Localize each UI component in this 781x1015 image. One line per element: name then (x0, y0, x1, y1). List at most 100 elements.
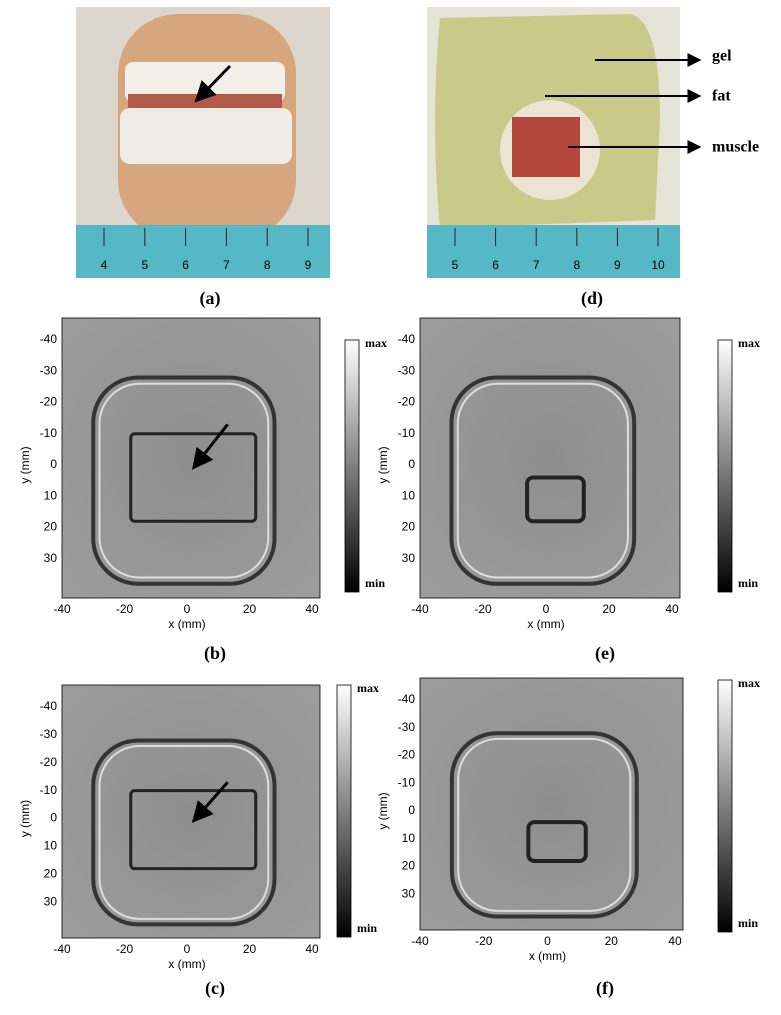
colorbar-min: min (738, 916, 758, 930)
y-tick-label: -40 (40, 332, 58, 346)
x-tick-label: -20 (116, 602, 134, 616)
scan-image (420, 318, 680, 598)
y-tick-label: -30 (40, 363, 58, 377)
photo-a (76, 7, 330, 278)
ruler-number: 8 (573, 258, 580, 272)
y-tick-label: -20 (40, 395, 58, 409)
y-tick-label: 20 (402, 520, 416, 534)
annotation: fat (712, 88, 731, 105)
x-tick-label: 40 (305, 602, 319, 616)
y-tick-label: -40 (40, 699, 58, 713)
colorbar-max: max (738, 676, 760, 690)
x-axis-label: x (mm) (168, 617, 205, 631)
x-tick-label: 20 (605, 934, 619, 948)
colorbar (718, 680, 732, 932)
y-tick-label: 20 (402, 859, 416, 873)
y-tick-label: 30 (402, 886, 416, 900)
y-tick-label: 10 (402, 488, 416, 502)
y-tick-label: -40 (398, 692, 416, 706)
panel-label: (c) (205, 978, 225, 999)
x-tick-label: 20 (602, 602, 616, 616)
x-axis-label: x (mm) (168, 957, 205, 971)
colorbar-min: min (738, 576, 758, 590)
y-tick-label: 10 (44, 488, 58, 502)
annotation: gel (712, 48, 732, 65)
scan-image (420, 678, 683, 930)
x-tick-label: -40 (411, 934, 429, 948)
x-tick-label: 0 (544, 934, 551, 948)
scan-image (62, 685, 320, 938)
x-tick-label: 0 (543, 602, 550, 616)
x-tick-label: -20 (474, 602, 492, 616)
panel-label: (d) (581, 288, 603, 309)
x-tick-label: 0 (184, 942, 191, 956)
ruler-number: 8 (264, 258, 271, 272)
x-tick-label: 40 (665, 602, 679, 616)
x-axis-label: x (mm) (529, 949, 566, 963)
colorbar-max: max (357, 681, 379, 695)
y-axis-label: y (mm) (18, 446, 32, 483)
y-tick-label: 10 (402, 831, 416, 845)
y-tick-label: -10 (398, 426, 416, 440)
colorbar (345, 340, 359, 592)
x-tick-label: -40 (53, 602, 71, 616)
ruler-number: 7 (533, 258, 540, 272)
panel-label: (e) (595, 643, 615, 664)
x-tick-label: 40 (668, 934, 682, 948)
y-axis-label: y (mm) (18, 800, 32, 837)
y-tick-label: 20 (44, 520, 58, 534)
y-tick-label: -20 (40, 755, 58, 769)
y-tick-label: 30 (44, 894, 58, 908)
x-axis-label: x (mm) (527, 617, 564, 631)
x-tick-label: 0 (184, 602, 191, 616)
y-tick-label: 0 (408, 457, 415, 471)
colorbar-min: min (357, 921, 377, 935)
y-tick-label: -30 (40, 727, 58, 741)
y-tick-label: 20 (44, 866, 58, 880)
annotation: muscle (712, 139, 759, 156)
y-tick-label: -30 (398, 720, 416, 734)
y-tick-label: -10 (398, 775, 416, 789)
ruler-number: 5 (452, 258, 459, 272)
figure: 4 5 6 7 8 9 (a) 5 6 7 8 9 10 (d) gel fat muscle -40 -30 -20… (0, 0, 781, 1015)
ruler-number: 6 (182, 258, 189, 272)
y-tick-label: 30 (402, 551, 416, 565)
y-tick-label: -30 (398, 363, 416, 377)
colorbar-max: max (365, 336, 387, 350)
y-tick-label: -10 (40, 426, 58, 440)
colorbar (718, 340, 732, 592)
ruler-number: 4 (101, 258, 108, 272)
x-tick-label: 20 (243, 602, 257, 616)
y-axis-label: y (mm) (376, 446, 390, 483)
x-tick-label: -40 (53, 942, 71, 956)
panel-label: (f) (596, 978, 614, 999)
y-tick-label: 10 (44, 839, 58, 853)
ruler-number: 6 (492, 258, 499, 272)
y-tick-label: 0 (50, 457, 57, 471)
colorbar-min: min (365, 576, 385, 590)
ruler-number: 7 (223, 258, 230, 272)
ruler-number: 9 (614, 258, 621, 272)
colorbar (337, 685, 351, 937)
photo-d (427, 7, 700, 278)
x-tick-label: -20 (116, 942, 134, 956)
x-tick-label: 20 (243, 942, 257, 956)
x-tick-label: 40 (305, 942, 319, 956)
y-tick-label: -20 (398, 395, 416, 409)
y-tick-label: -40 (398, 332, 416, 346)
scan-image (62, 318, 320, 598)
colorbar-max: max (738, 336, 760, 350)
y-tick-label: -20 (398, 748, 416, 762)
panel-label: (b) (204, 643, 226, 664)
ruler-number: 10 (651, 258, 665, 272)
ruler-number: 5 (141, 258, 148, 272)
panel-label: (a) (200, 288, 221, 309)
y-tick-label: 0 (50, 811, 57, 825)
x-tick-label: -40 (411, 602, 429, 616)
y-tick-label: -10 (40, 783, 58, 797)
x-tick-label: -20 (475, 934, 493, 948)
y-tick-label: 0 (408, 803, 415, 817)
y-axis-label: y (mm) (376, 792, 390, 829)
ruler-number: 9 (305, 258, 312, 272)
y-tick-label: 30 (44, 551, 58, 565)
